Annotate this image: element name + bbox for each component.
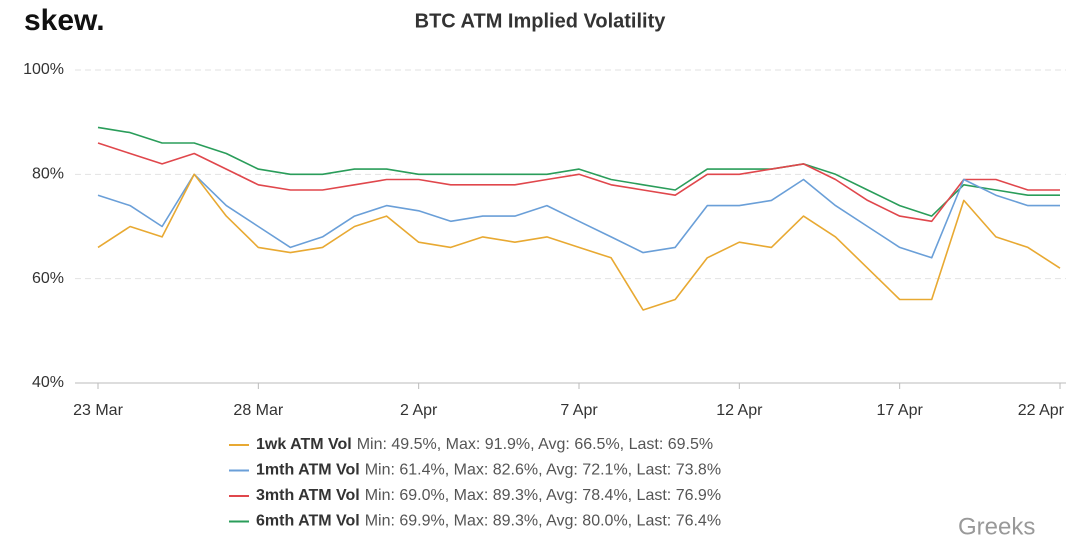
legend-name: 3mth ATM Vol <box>256 487 360 504</box>
legend-summary: Min: 69.0%, Max: 89.3%, Avg: 78.4%, Last… <box>365 487 721 504</box>
series-line <box>97 173 1061 311</box>
y-tick-label: 100% <box>23 61 64 78</box>
brand-logo: skew. <box>24 4 105 37</box>
y-tick-label: 40% <box>32 374 64 391</box>
legend-summary: Min: 49.5%, Max: 91.9%, Avg: 66.5%, Last… <box>357 436 713 453</box>
chart-title: BTC ATM Implied Volatility <box>415 10 667 32</box>
legend-name: 6mth ATM Vol <box>256 513 360 530</box>
series-line <box>97 126 1060 217</box>
x-tick-label: 23 Mar <box>73 402 123 419</box>
x-tick-label: 17 Apr <box>877 402 924 419</box>
series-line <box>97 173 1060 259</box>
x-tick-label: 28 Mar <box>233 402 283 419</box>
x-tick-label: 22 Apr <box>1018 402 1065 419</box>
y-tick-label: 80% <box>32 166 64 183</box>
x-tick-label: 12 Apr <box>716 402 763 419</box>
legend-name: 1wk ATM Vol <box>256 436 352 453</box>
legend-name: 1mth ATM Vol <box>256 462 360 479</box>
x-tick-label: 7 Apr <box>560 402 598 419</box>
x-tick-label: 2 Apr <box>400 402 438 419</box>
watermark: Greeks <box>958 513 1035 540</box>
legend-summary: Min: 61.4%, Max: 82.6%, Avg: 72.1%, Last… <box>365 462 721 479</box>
series-line <box>97 142 1060 223</box>
y-tick-label: 60% <box>32 270 64 287</box>
legend-summary: Min: 69.9%, Max: 89.3%, Avg: 80.0%, Last… <box>365 513 721 530</box>
